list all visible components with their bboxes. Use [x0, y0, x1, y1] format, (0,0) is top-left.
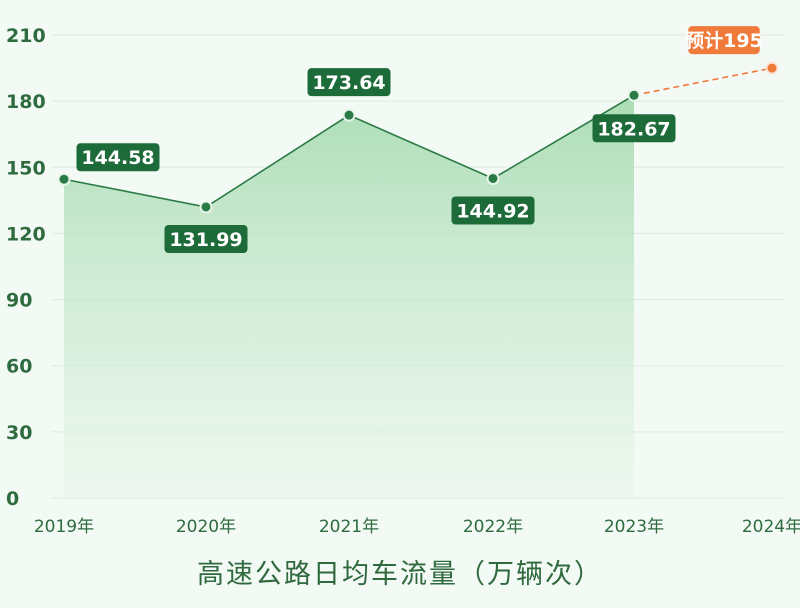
area-fill-path: [64, 95, 634, 499]
data-label-bg: [307, 68, 391, 97]
data-point: [199, 200, 213, 214]
x-tick-label: 2022年: [463, 517, 523, 537]
data-label-bg: [592, 114, 676, 143]
x-tick-label: 2023年: [604, 517, 664, 537]
forecast-label: 预计195: [685, 30, 763, 52]
data-label: 182.67: [597, 118, 670, 140]
data-label: 131.99: [169, 229, 242, 251]
series-line-forecast: [633, 67, 773, 97]
data-point: [486, 171, 500, 185]
data-label: 173.64: [312, 72, 385, 94]
y-tick-label: 0: [6, 488, 19, 510]
data-point: [627, 88, 641, 102]
data-label-bg: [164, 224, 248, 253]
y-tick-label: 120: [6, 223, 46, 245]
x-tick-label: 2020年: [176, 517, 236, 537]
y-tick-label: 90: [6, 290, 32, 312]
data-label-bg: [451, 196, 535, 225]
y-axis: 0 30 60 90 120 150 180 210: [6, 25, 46, 510]
data-labels: 144.58 131.99 173.64 144.92 182.67 预计195: [76, 26, 763, 253]
x-tick-label: 2024年: [742, 517, 800, 537]
data-label: 144.92: [456, 200, 529, 222]
forecast-label-bg: [688, 26, 760, 55]
x-axis-title: 高速公路日均车流量（万辆次）: [197, 559, 603, 590]
data-points: [57, 61, 779, 214]
x-axis: 2019年 2020年 2021年 2022年 2023年 2024年: [34, 517, 800, 537]
y-tick-label: 150: [6, 157, 46, 179]
y-tick-label: 60: [6, 356, 32, 378]
data-point: [342, 108, 356, 122]
y-tick-label: 30: [6, 422, 32, 444]
x-tick-label: 2021年: [319, 517, 379, 537]
data-label-bg: [76, 143, 160, 172]
y-tick-label: 210: [6, 25, 46, 47]
forecast-point: [765, 61, 779, 75]
data-point: [57, 172, 71, 186]
data-label: 144.58: [81, 147, 154, 169]
y-tick-label: 180: [6, 91, 46, 113]
area-fill: [64, 95, 634, 499]
x-tick-label: 2019年: [34, 517, 94, 537]
